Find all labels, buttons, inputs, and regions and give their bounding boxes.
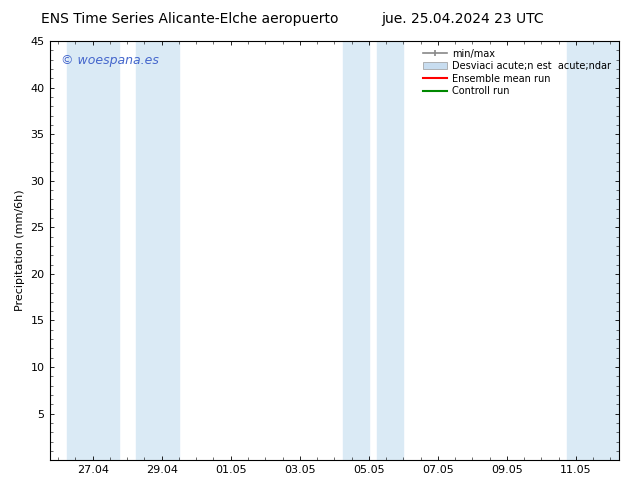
Text: jue. 25.04.2024 23 UTC: jue. 25.04.2024 23 UTC — [382, 12, 544, 26]
Legend: min/max, Desviaci acute;n est  acute;ndar, Ensemble mean run, Controll run: min/max, Desviaci acute;n est acute;ndar… — [420, 46, 614, 99]
Text: ENS Time Series Alicante-Elche aeropuerto: ENS Time Series Alicante-Elche aeropuert… — [41, 12, 339, 26]
Bar — [136, 41, 179, 460]
Bar — [377, 41, 403, 460]
Text: © woespana.es: © woespana.es — [61, 53, 158, 67]
Bar — [67, 41, 119, 460]
Y-axis label: Precipitation (mm/6h): Precipitation (mm/6h) — [15, 190, 25, 312]
Bar — [567, 41, 619, 460]
Bar — [343, 41, 369, 460]
